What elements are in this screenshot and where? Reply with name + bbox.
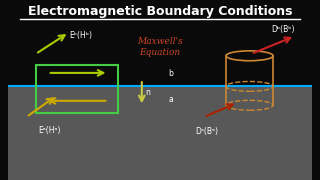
Polygon shape: [8, 86, 312, 180]
Text: Eᵃ(Hᵃ): Eᵃ(Hᵃ): [39, 126, 61, 135]
Bar: [36, 65, 117, 113]
Text: a: a: [168, 94, 173, 103]
Text: Maxwell's
Equation: Maxwell's Equation: [137, 37, 183, 57]
Text: Dᵇ(Bᵇ): Dᵇ(Bᵇ): [271, 25, 294, 34]
Text: Electromagnetic Boundary Conditions: Electromagnetic Boundary Conditions: [28, 5, 292, 18]
Text: n: n: [145, 88, 150, 97]
Polygon shape: [8, 0, 312, 86]
Text: Eᵇ(Hᵇ): Eᵇ(Hᵇ): [69, 31, 92, 40]
Text: b: b: [168, 69, 173, 78]
Text: Dᵃ(Bᵃ): Dᵃ(Bᵃ): [195, 127, 218, 136]
